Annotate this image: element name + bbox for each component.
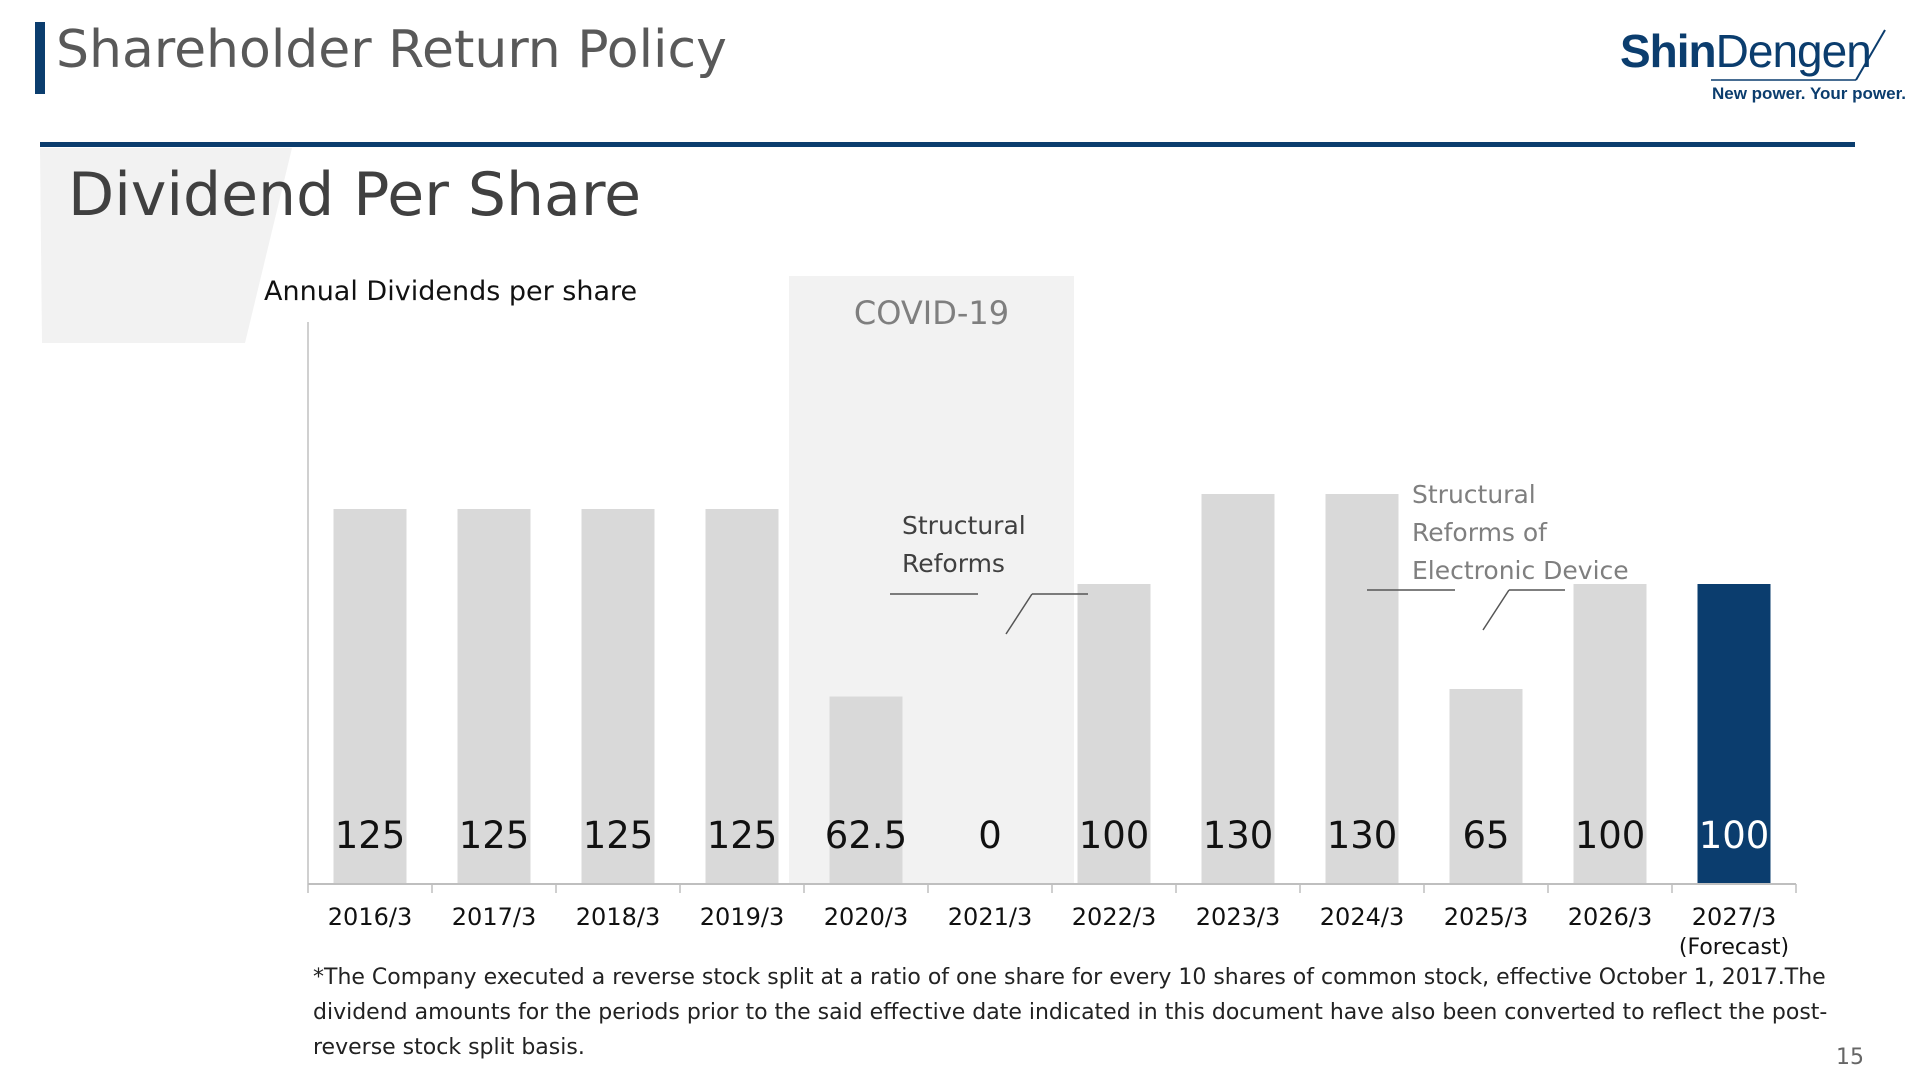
logo-tagline: New power. Your power. xyxy=(1712,84,1906,103)
value-label: 130 xyxy=(1327,814,1398,857)
company-logo: ShinDengen New power. Your power. xyxy=(1610,22,1906,112)
value-label: 125 xyxy=(707,814,778,857)
x-tick-note: (Forecast) xyxy=(1679,935,1789,960)
covid-label: COVID-19 xyxy=(854,294,1009,332)
value-label: 100 xyxy=(1079,814,1150,857)
x-tick-label: 2024/3 xyxy=(1320,903,1404,931)
x-tick-label: 2025/3 xyxy=(1444,903,1528,931)
logo-wordmark: ShinDengen xyxy=(1620,25,1872,77)
section-subtitle: Dividend Per Share xyxy=(68,160,642,230)
x-tick-label: 2016/3 xyxy=(328,903,412,931)
value-label: 125 xyxy=(459,814,530,857)
value-label: 100 xyxy=(1575,814,1646,857)
x-tick-label: 2018/3 xyxy=(576,903,660,931)
value-label: 100 xyxy=(1699,814,1770,857)
annotation-break-mark xyxy=(1482,589,1510,631)
x-tick-label: 2023/3 xyxy=(1196,903,1280,931)
value-label: 62.5 xyxy=(825,814,907,857)
bar xyxy=(1697,584,1771,884)
header-divider xyxy=(40,142,1855,147)
x-tick-label: 2020/3 xyxy=(824,903,908,931)
bar xyxy=(705,509,779,884)
footnote: *The Company executed a reverse stock sp… xyxy=(313,965,1828,1060)
chart-title: Annual Dividends per share xyxy=(264,276,637,307)
bar xyxy=(581,509,655,884)
value-label: 125 xyxy=(335,814,406,857)
logo-slash-icon xyxy=(1711,29,1886,81)
subtitle-background-shape xyxy=(40,148,292,343)
value-label: 0 xyxy=(978,814,1002,857)
page-title: Shareholder Return Policy xyxy=(56,20,727,80)
page-number: 15 xyxy=(1836,1045,1864,1070)
bar xyxy=(829,696,903,884)
bar xyxy=(457,509,531,884)
bar xyxy=(1325,494,1399,884)
x-tick-label: 2019/3 xyxy=(700,903,784,931)
annotation-text: Reforms of xyxy=(1412,518,1548,547)
bar xyxy=(1077,584,1151,884)
x-tick-label: 2026/3 xyxy=(1568,903,1652,931)
bar xyxy=(333,509,407,884)
bar xyxy=(1449,689,1523,884)
title-accent-bar xyxy=(35,22,45,94)
x-tick-label: 2017/3 xyxy=(452,903,536,931)
x-tick-label: 2027/3 xyxy=(1692,903,1776,931)
annotation-text: Structural xyxy=(1412,480,1536,509)
x-tick-label: 2021/3 xyxy=(948,903,1032,931)
annotation-text: Reforms xyxy=(902,549,1005,578)
annotation-text: Electronic Device xyxy=(1412,556,1629,585)
value-label: 125 xyxy=(583,814,654,857)
value-label: 65 xyxy=(1462,814,1509,857)
annotation-break-mark xyxy=(1005,593,1033,635)
x-tick-label: 2022/3 xyxy=(1072,903,1156,931)
annotation-text: Structural xyxy=(902,511,1026,540)
value-label: 130 xyxy=(1203,814,1274,857)
bar xyxy=(1201,494,1275,884)
bar xyxy=(1573,584,1647,884)
